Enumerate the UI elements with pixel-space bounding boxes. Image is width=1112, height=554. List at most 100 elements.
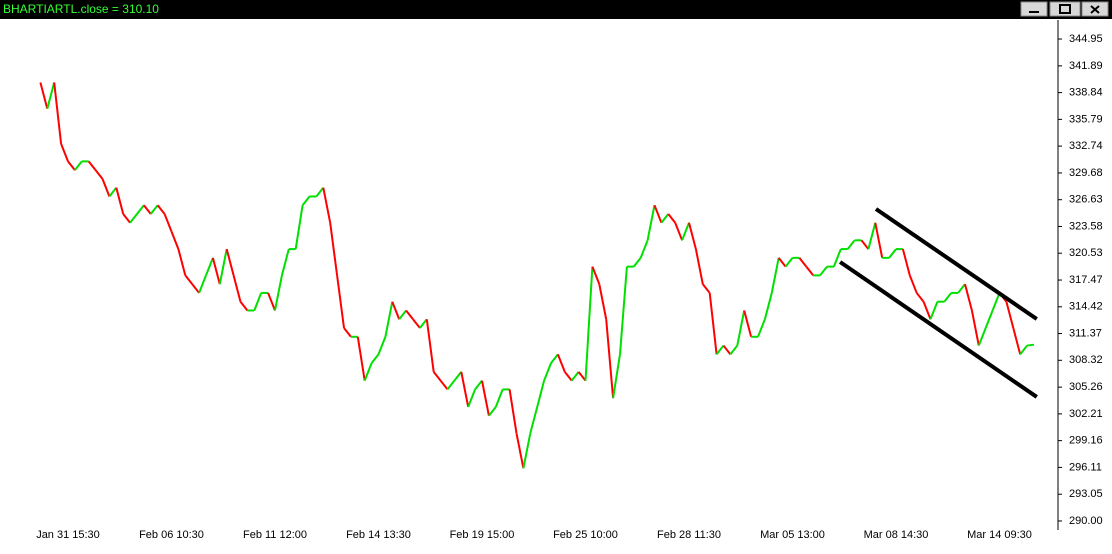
price-segment (232, 275, 242, 302)
price-segment (94, 169, 104, 180)
price-segment (508, 389, 518, 434)
price-segment (301, 195, 311, 206)
price-segment (805, 266, 814, 277)
price-segment (122, 213, 131, 224)
price-segment (60, 143, 69, 162)
price-segment (770, 257, 780, 294)
price-segment (619, 266, 628, 355)
price-segment (784, 257, 794, 268)
price-segment (1019, 344, 1028, 355)
price-segment (46, 82, 56, 110)
price-segment (867, 222, 877, 250)
price-segment (53, 82, 63, 144)
price-segment (398, 309, 407, 320)
price-segment (598, 283, 608, 320)
price-segment (294, 205, 304, 250)
price-segment (412, 318, 421, 329)
chart-title: BHARTIARTL.close = 310.10 (3, 2, 159, 16)
price-segment (1005, 301, 1015, 329)
price-segment (846, 239, 856, 250)
y-tick-label: 305.26 (1069, 381, 1103, 393)
y-tick-label: 302.21 (1069, 408, 1103, 420)
price-segment (253, 292, 263, 311)
price-segment (888, 248, 897, 259)
price-segment (143, 204, 152, 215)
price-segment (150, 204, 159, 215)
price-segment (467, 389, 477, 408)
price-segment (991, 292, 1001, 311)
price-segment (688, 222, 697, 250)
price-segment (488, 406, 497, 417)
price-segment (419, 318, 428, 329)
price-segment (957, 283, 966, 294)
price-segment (922, 301, 932, 320)
price-segment (556, 353, 566, 373)
price-segment (1026, 343, 1035, 347)
price-segment (522, 433, 532, 469)
price-segment (757, 318, 766, 338)
y-tick-label: 317.47 (1069, 274, 1103, 286)
price-segment (432, 371, 442, 382)
price-segment (591, 266, 601, 285)
price-segment (550, 353, 559, 364)
x-tick-label: Feb 06 10:30 (139, 529, 204, 541)
y-tick-label: 308.32 (1069, 354, 1103, 366)
price-segment (191, 283, 200, 294)
y-tick-label: 320.53 (1069, 247, 1103, 259)
price-segment (743, 310, 753, 338)
y-tick-label: 314.42 (1069, 301, 1103, 313)
price-segment (964, 283, 973, 311)
price-segment (901, 248, 911, 276)
price-segment (660, 213, 670, 224)
price-segment (136, 204, 145, 215)
price-segment (343, 327, 352, 338)
window-buttons[interactable] (1020, 1, 1109, 17)
price-segment (674, 222, 684, 241)
price-segment (798, 257, 808, 268)
price-segment (832, 248, 842, 267)
price-segment (67, 160, 76, 171)
x-tick-label: Feb 25 10:00 (553, 529, 618, 541)
y-tick-label: 311.37 (1069, 327, 1102, 339)
price-segment (439, 380, 449, 391)
y-tick-label: 299.16 (1069, 435, 1103, 447)
price-segment (315, 187, 325, 198)
price-segment (74, 160, 83, 171)
x-tick-label: Mar 05 13:00 (760, 529, 825, 541)
price-segment (1012, 327, 1022, 355)
price-segment (860, 239, 870, 250)
price-segment (336, 275, 345, 329)
minimize-button[interactable] (1020, 1, 1048, 17)
price-segment (515, 433, 525, 469)
y-tick-label: 344.95 (1069, 33, 1103, 45)
price-segment (819, 266, 828, 277)
close-icon (1090, 5, 1100, 14)
price-segment (639, 239, 649, 259)
price-segment (702, 283, 711, 294)
price-segment (694, 248, 704, 285)
maximize-icon (1059, 4, 1071, 14)
price-segment (108, 187, 118, 198)
price-segment (446, 380, 456, 391)
price-segment (377, 336, 387, 355)
price-segment (494, 389, 504, 408)
price-segment (101, 178, 111, 197)
price-segment (474, 380, 483, 391)
x-tick-label: Mar 08 14:30 (864, 529, 929, 541)
price-segment (39, 82, 49, 110)
price-segment (570, 371, 580, 382)
price-segment (115, 187, 125, 215)
maximize-button[interactable] (1049, 1, 1081, 17)
price-segment (915, 292, 925, 303)
price-segment (425, 319, 435, 372)
price-segment (156, 204, 166, 215)
trend-line (874, 207, 1038, 321)
price-segment (977, 327, 987, 346)
x-tick-label: Feb 19 15:00 (450, 529, 515, 541)
y-tick-label: 323.58 (1069, 220, 1103, 232)
price-segment (356, 336, 366, 381)
price-segment (184, 274, 193, 285)
